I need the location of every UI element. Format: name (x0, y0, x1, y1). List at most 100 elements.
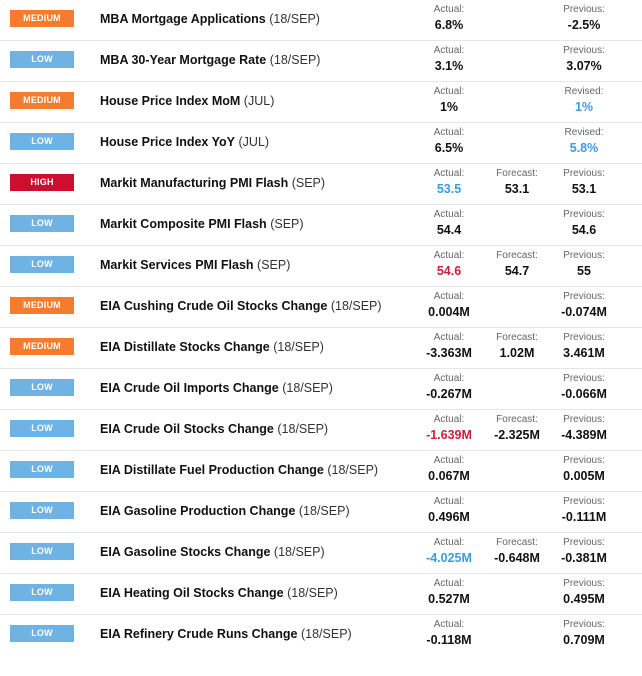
actual-value: -0.267M (426, 387, 472, 401)
actual-label: Actual: (433, 373, 465, 384)
impact-badge: MEDIUM (10, 92, 74, 109)
calendar-row[interactable]: MEDIUM House Price Index MoM (JUL) Actua… (0, 82, 642, 123)
forecast-label: Forecast: (496, 332, 538, 343)
actual-cell: Actual: -3.363M (404, 331, 494, 362)
previous-value: -4.389M (561, 428, 607, 442)
calendar-row[interactable]: LOW EIA Crude Oil Stocks Change (18/SEP)… (0, 410, 642, 451)
impact-badge: LOW (10, 584, 74, 601)
actual-cell: Actual: 6.8% (404, 3, 494, 34)
actual-value: 1% (439, 100, 459, 114)
event-title: House Price Index YoY (100, 135, 236, 149)
event-name[interactable]: Markit Composite PMI Flash (SEP) (100, 217, 304, 231)
calendar-row[interactable]: LOW EIA Gasoline Stocks Change (18/SEP) … (0, 533, 642, 574)
previous-cell: Previous: 54.6 (539, 208, 629, 239)
actual-value: 54.4 (436, 223, 462, 237)
event-name[interactable]: MBA 30-Year Mortgage Rate (18/SEP) (100, 53, 320, 67)
event-name[interactable]: EIA Gasoline Production Change (18/SEP) (100, 504, 350, 518)
actual-label: Actual: (433, 4, 465, 15)
event-period: (JUL) (243, 94, 275, 108)
actual-label: Actual: (433, 209, 465, 220)
previous-value: 55 (577, 264, 591, 278)
previous-cell: Revised: 5.8% (539, 126, 629, 157)
actual-cell: Actual: 53.5 (404, 167, 494, 198)
actual-cell: Actual: -1.639M (404, 413, 494, 444)
actual-value: 6.8% (434, 18, 464, 32)
previous-cell: Previous: 0.709M (539, 618, 629, 649)
previous-label: Previous: (563, 455, 605, 466)
event-name[interactable]: EIA Gasoline Stocks Change (18/SEP) (100, 545, 325, 559)
calendar-row[interactable]: LOW EIA Heating Oil Stocks Change (18/SE… (0, 574, 642, 615)
previous-cell: Previous: -0.381M (539, 536, 629, 567)
calendar-row[interactable]: HIGH Markit Manufacturing PMI Flash (SEP… (0, 164, 642, 205)
actual-value: -4.025M (426, 551, 472, 565)
event-name[interactable]: EIA Distillate Stocks Change (18/SEP) (100, 340, 324, 354)
actual-value: 0.527M (428, 592, 470, 606)
actual-label: Actual: (433, 537, 465, 548)
calendar-row[interactable]: MEDIUM EIA Distillate Stocks Change (18/… (0, 328, 642, 369)
previous-label: Previous: (563, 45, 605, 56)
event-title: EIA Refinery Crude Runs Change (100, 627, 298, 641)
impact-badge: LOW (10, 133, 74, 150)
calendar-row[interactable]: LOW Markit Services PMI Flash (SEP) Actu… (0, 246, 642, 287)
calendar-row[interactable]: LOW Markit Composite PMI Flash (SEP) Act… (0, 205, 642, 246)
event-title: EIA Cushing Crude Oil Stocks Change (100, 299, 328, 313)
calendar-row[interactable]: LOW EIA Gasoline Production Change (18/S… (0, 492, 642, 533)
previous-label: Previous: (563, 537, 605, 548)
actual-label: Actual: (433, 455, 465, 466)
event-name[interactable]: EIA Refinery Crude Runs Change (18/SEP) (100, 627, 352, 641)
calendar-row[interactable]: LOW EIA Distillate Fuel Production Chang… (0, 451, 642, 492)
previous-label: Previous: (563, 168, 605, 179)
event-period: (18/SEP) (327, 463, 379, 477)
previous-label: Revised: (564, 127, 604, 138)
previous-cell: Previous: -0.066M (539, 372, 629, 403)
event-period: (18/SEP) (273, 340, 324, 354)
calendar-row[interactable]: MEDIUM EIA Cushing Crude Oil Stocks Chan… (0, 287, 642, 328)
actual-cell: Actual: 54.4 (404, 208, 494, 239)
previous-cell: Previous: 3.07% (539, 44, 629, 75)
previous-value: 3.07% (566, 59, 602, 73)
event-name[interactable]: MBA Mortgage Applications (18/SEP) (100, 12, 320, 26)
event-name[interactable]: EIA Heating Oil Stocks Change (18/SEP) (100, 586, 338, 600)
event-name[interactable]: Markit Services PMI Flash (SEP) (100, 258, 290, 272)
event-name[interactable]: EIA Crude Oil Stocks Change (18/SEP) (100, 422, 328, 436)
actual-label: Actual: (433, 168, 465, 179)
event-name[interactable]: House Price Index YoY (JUL) (100, 135, 269, 149)
event-period: (SEP) (291, 176, 326, 190)
previous-value: -0.074M (561, 305, 607, 319)
event-name[interactable]: Markit Manufacturing PMI Flash (SEP) (100, 176, 325, 190)
calendar-row[interactable]: MEDIUM MBA Mortgage Applications (18/SEP… (0, 0, 642, 41)
forecast-label: Forecast: (496, 168, 538, 179)
event-period: (SEP) (257, 258, 291, 272)
previous-label: Previous: (563, 291, 605, 302)
impact-badge: MEDIUM (10, 297, 74, 314)
calendar-row[interactable]: LOW MBA 30-Year Mortgage Rate (18/SEP) A… (0, 41, 642, 82)
event-title: EIA Distillate Stocks Change (100, 340, 270, 354)
event-title: EIA Crude Oil Imports Change (100, 381, 279, 395)
event-title: Markit Manufacturing PMI Flash (100, 176, 289, 190)
previous-value: 54.6 (571, 223, 597, 237)
forecast-cell: Forecast: 53.1 (472, 167, 562, 198)
event-name[interactable]: EIA Cushing Crude Oil Stocks Change (18/… (100, 299, 382, 313)
actual-cell: Actual: 1% (404, 85, 494, 116)
actual-label: Actual: (433, 578, 465, 589)
event-period: (SEP) (270, 217, 304, 231)
previous-cell: Previous: -0.111M (539, 495, 629, 526)
actual-cell: Actual: 0.004M (404, 290, 494, 321)
actual-label: Actual: (433, 332, 465, 343)
event-name[interactable]: House Price Index MoM (JUL) (100, 94, 274, 108)
impact-badge: LOW (10, 502, 74, 519)
previous-label: Previous: (563, 332, 605, 343)
previous-cell: Revised: 1% (539, 85, 629, 116)
impact-badge: LOW (10, 51, 74, 68)
event-name[interactable]: EIA Crude Oil Imports Change (18/SEP) (100, 381, 333, 395)
calendar-row[interactable]: LOW House Price Index YoY (JUL) Actual: … (0, 123, 642, 164)
forecast-value: 53.1 (504, 182, 530, 196)
actual-value: 3.1% (434, 59, 464, 73)
previous-label: Previous: (563, 4, 605, 15)
forecast-value: 54.7 (504, 264, 530, 278)
calendar-row[interactable]: LOW EIA Crude Oil Imports Change (18/SEP… (0, 369, 642, 410)
previous-value: 53.1 (571, 182, 597, 196)
previous-value: 1% (574, 100, 594, 114)
event-name[interactable]: EIA Distillate Fuel Production Change (1… (100, 463, 378, 477)
calendar-row[interactable]: LOW EIA Refinery Crude Runs Change (18/S… (0, 615, 642, 656)
